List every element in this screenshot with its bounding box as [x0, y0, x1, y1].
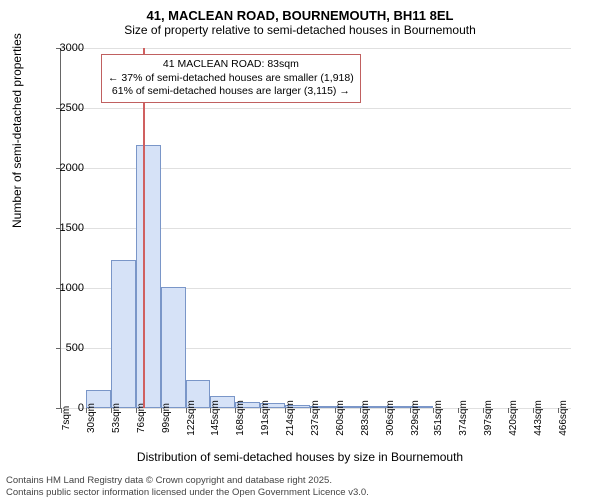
gridline: [61, 48, 571, 49]
y-axis-label: Number of semi-detached properties: [10, 33, 24, 228]
ytick-label: 1500: [60, 222, 84, 234]
xtick-label: 397sqm: [483, 400, 494, 436]
xtick-label: 168sqm: [235, 400, 246, 436]
chart-area: 7sqm30sqm53sqm76sqm99sqm122sqm145sqm168s…: [60, 48, 570, 408]
footer-note: Contains HM Land Registry data © Crown c…: [6, 475, 369, 498]
plot-area: 7sqm30sqm53sqm76sqm99sqm122sqm145sqm168s…: [60, 48, 571, 409]
xtick-label: 329sqm: [410, 400, 421, 436]
xtick-label: 214sqm: [285, 400, 296, 436]
xtick-label: 443sqm: [533, 400, 544, 436]
ytick-mark: [56, 348, 61, 349]
chart-container: 41, MACLEAN ROAD, BOURNEMOUTH, BH11 8EL …: [0, 0, 600, 500]
footer-line-2: Contains public sector information licen…: [6, 487, 369, 498]
annotation-line-1: 41 MACLEAN ROAD: 83sqm: [108, 58, 354, 72]
xtick-label: 191sqm: [260, 400, 271, 436]
xtick-label: 420sqm: [508, 400, 519, 436]
histogram-bar: [136, 145, 161, 408]
gridline: [61, 108, 571, 109]
xtick-label: 30sqm: [86, 403, 97, 433]
xtick-label: 7sqm: [61, 406, 72, 430]
ytick-label: 500: [66, 342, 84, 354]
histogram-bar: [161, 287, 186, 408]
annotation-line-2: ← 37% of semi-detached houses are smalle…: [108, 72, 354, 86]
xtick-label: 283sqm: [360, 400, 371, 436]
ytick-label: 3000: [60, 42, 84, 54]
xtick-label: 99sqm: [161, 403, 172, 433]
xtick-label: 374sqm: [458, 400, 469, 436]
footer-line-1: Contains HM Land Registry data © Crown c…: [6, 475, 369, 486]
page-subtitle: Size of property relative to semi-detach…: [0, 23, 600, 41]
xtick-label: 145sqm: [210, 400, 221, 436]
annotation-line-3: 61% of semi-detached houses are larger (…: [108, 85, 354, 99]
xtick-label: 53sqm: [111, 403, 122, 433]
annotation-box: 41 MACLEAN ROAD: 83sqm← 37% of semi-deta…: [101, 54, 361, 103]
ytick-label: 2500: [60, 102, 84, 114]
page-title: 41, MACLEAN ROAD, BOURNEMOUTH, BH11 8EL: [0, 0, 600, 23]
ytick-label: 1000: [60, 282, 84, 294]
xtick-label: 260sqm: [335, 400, 346, 436]
xtick-label: 466sqm: [558, 400, 569, 436]
xtick-label: 122sqm: [186, 400, 197, 436]
xtick-label: 237sqm: [310, 400, 321, 436]
xtick-label: 351sqm: [433, 400, 444, 436]
xtick-label: 306sqm: [385, 400, 396, 436]
ytick-label: 2000: [60, 162, 84, 174]
ytick-label: 0: [78, 402, 84, 414]
histogram-bar: [111, 260, 136, 408]
x-axis-label: Distribution of semi-detached houses by …: [0, 450, 600, 464]
